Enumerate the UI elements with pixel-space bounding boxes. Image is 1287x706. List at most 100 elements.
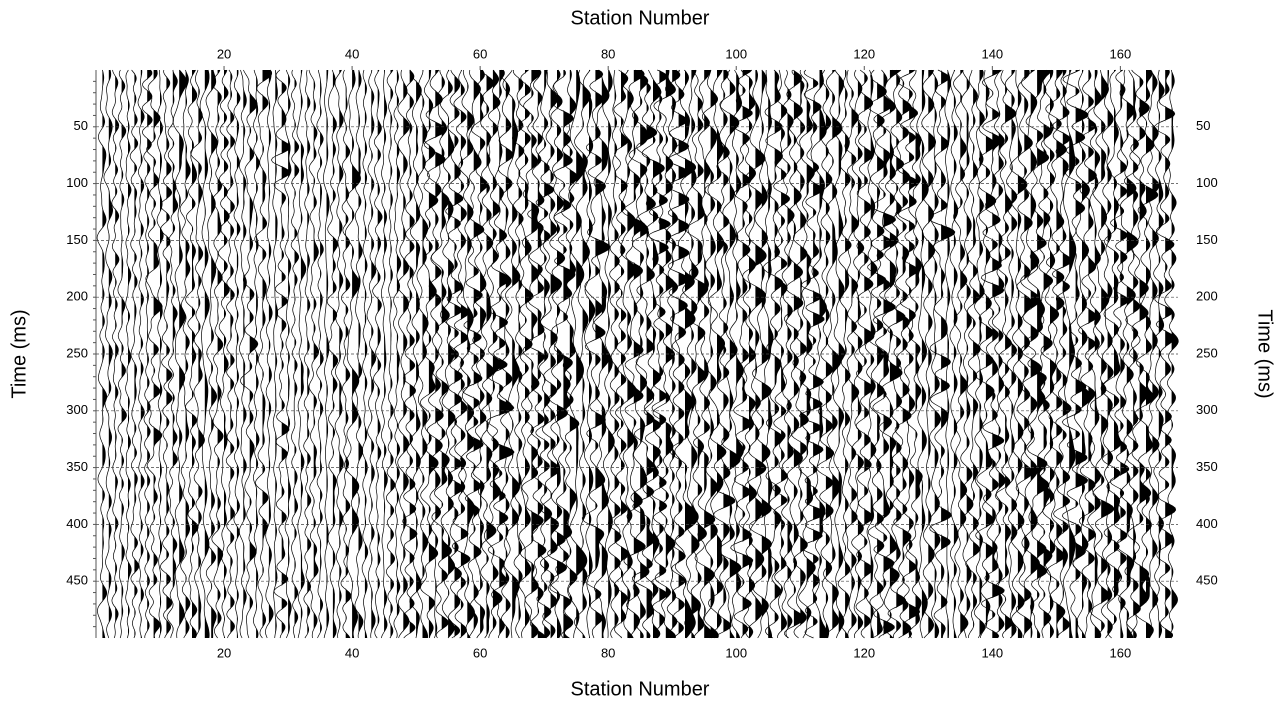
- trace: [602, 69, 615, 639]
- y-tick-label: 350: [66, 459, 88, 474]
- trace-fill: [249, 70, 258, 638]
- trace-fill: [544, 70, 554, 638]
- trace: [296, 69, 307, 639]
- y-axis-title-left: Time (ms): [8, 309, 30, 398]
- y-tick-label: 300: [66, 402, 88, 417]
- trace-fill: [486, 70, 497, 638]
- trace-fill: [275, 70, 278, 638]
- y-tick-label: 100: [66, 175, 88, 190]
- trace: [225, 69, 236, 639]
- trace: [156, 69, 164, 639]
- x-tick-label-top: 80: [601, 46, 615, 61]
- trace: [125, 69, 132, 639]
- trace: [96, 69, 108, 639]
- trace: [928, 69, 941, 639]
- trace-fill: [870, 70, 878, 638]
- trace-fill: [1043, 70, 1053, 638]
- x-tick-label-top: 60: [473, 46, 487, 61]
- trace: [1025, 69, 1050, 639]
- x-tick-label-bottom: 80: [601, 645, 615, 660]
- trace: [763, 69, 774, 639]
- trace: [540, 69, 563, 639]
- y-axis-title-right: Time (ms): [1254, 309, 1276, 398]
- trace-fill: [614, 70, 622, 638]
- y-tick-label: 400: [66, 516, 88, 531]
- trace-fill: [204, 70, 210, 638]
- trace-fill: [723, 70, 736, 638]
- y-tick-label-right: 400: [1196, 516, 1218, 531]
- trace-fill: [211, 70, 218, 638]
- trace-fill: [409, 70, 418, 638]
- trace-fill: [192, 70, 199, 638]
- trace-fill: [621, 70, 629, 638]
- x-tick-label-top: 140: [981, 46, 1003, 61]
- y-tick-label-right: 250: [1196, 345, 1218, 360]
- trace-fill: [1030, 70, 1042, 638]
- trace: [334, 69, 344, 639]
- trace: [742, 69, 767, 639]
- y-tick-label-right: 150: [1196, 232, 1218, 247]
- trace: [953, 69, 969, 639]
- trace-fill: [813, 70, 826, 638]
- x-axis-title-top: Station Number: [571, 7, 710, 29]
- trace: [1004, 69, 1018, 639]
- x-tick-label-bottom: 120: [853, 645, 875, 660]
- trace-fill: [179, 70, 187, 638]
- y-tick-label-right: 200: [1196, 289, 1218, 304]
- trace: [1051, 69, 1073, 639]
- trace: [431, 69, 452, 639]
- trace: [1015, 69, 1033, 639]
- trace-fill: [985, 70, 996, 638]
- trace: [1116, 69, 1139, 639]
- x-tick-label-bottom: 60: [473, 645, 487, 660]
- trace: [272, 69, 279, 639]
- trace: [832, 69, 846, 639]
- trace: [502, 69, 521, 639]
- trace-fill: [384, 70, 388, 638]
- trace: [254, 69, 273, 639]
- y-tick-label-right: 300: [1196, 402, 1218, 417]
- trace-fill: [678, 70, 690, 638]
- trace: [520, 69, 544, 639]
- x-tick-label-bottom: 40: [345, 645, 359, 660]
- trace-fill: [390, 70, 395, 638]
- y-tick-label: 150: [66, 232, 88, 247]
- trace: [864, 69, 878, 639]
- trace: [1109, 69, 1130, 639]
- trace: [1164, 69, 1179, 639]
- trace-fill: [697, 70, 708, 638]
- trace: [284, 69, 292, 639]
- trace: [218, 69, 230, 639]
- trace-fill: [569, 70, 579, 638]
- trace-fill: [589, 70, 595, 638]
- trace: [851, 69, 865, 639]
- trace-fill: [832, 70, 843, 638]
- y-tick-label: 250: [66, 345, 88, 360]
- trace: [385, 69, 396, 639]
- trace-fill: [499, 70, 515, 638]
- trace: [652, 70, 676, 639]
- trace-fill: [768, 70, 774, 638]
- trace: [372, 69, 383, 639]
- trace: [483, 69, 503, 639]
- trace-fill: [851, 70, 859, 638]
- x-tick-label-top: 120: [853, 46, 875, 61]
- y-tick-label: 450: [66, 573, 88, 588]
- trace: [179, 69, 191, 639]
- trace: [631, 69, 658, 639]
- trace-fill: [492, 70, 503, 638]
- trace-fill: [377, 70, 383, 638]
- trace-fill: [864, 70, 875, 638]
- trace: [451, 69, 471, 639]
- y-tick-label-right: 350: [1196, 459, 1218, 474]
- trace-fill: [428, 70, 439, 638]
- trace-fill: [153, 70, 163, 638]
- trace: [704, 69, 727, 639]
- trace: [667, 69, 690, 639]
- trace: [549, 69, 576, 639]
- trace-fill: [774, 70, 784, 638]
- x-tick-label-top: 40: [345, 46, 359, 61]
- trace: [1078, 69, 1098, 639]
- trace: [511, 69, 525, 639]
